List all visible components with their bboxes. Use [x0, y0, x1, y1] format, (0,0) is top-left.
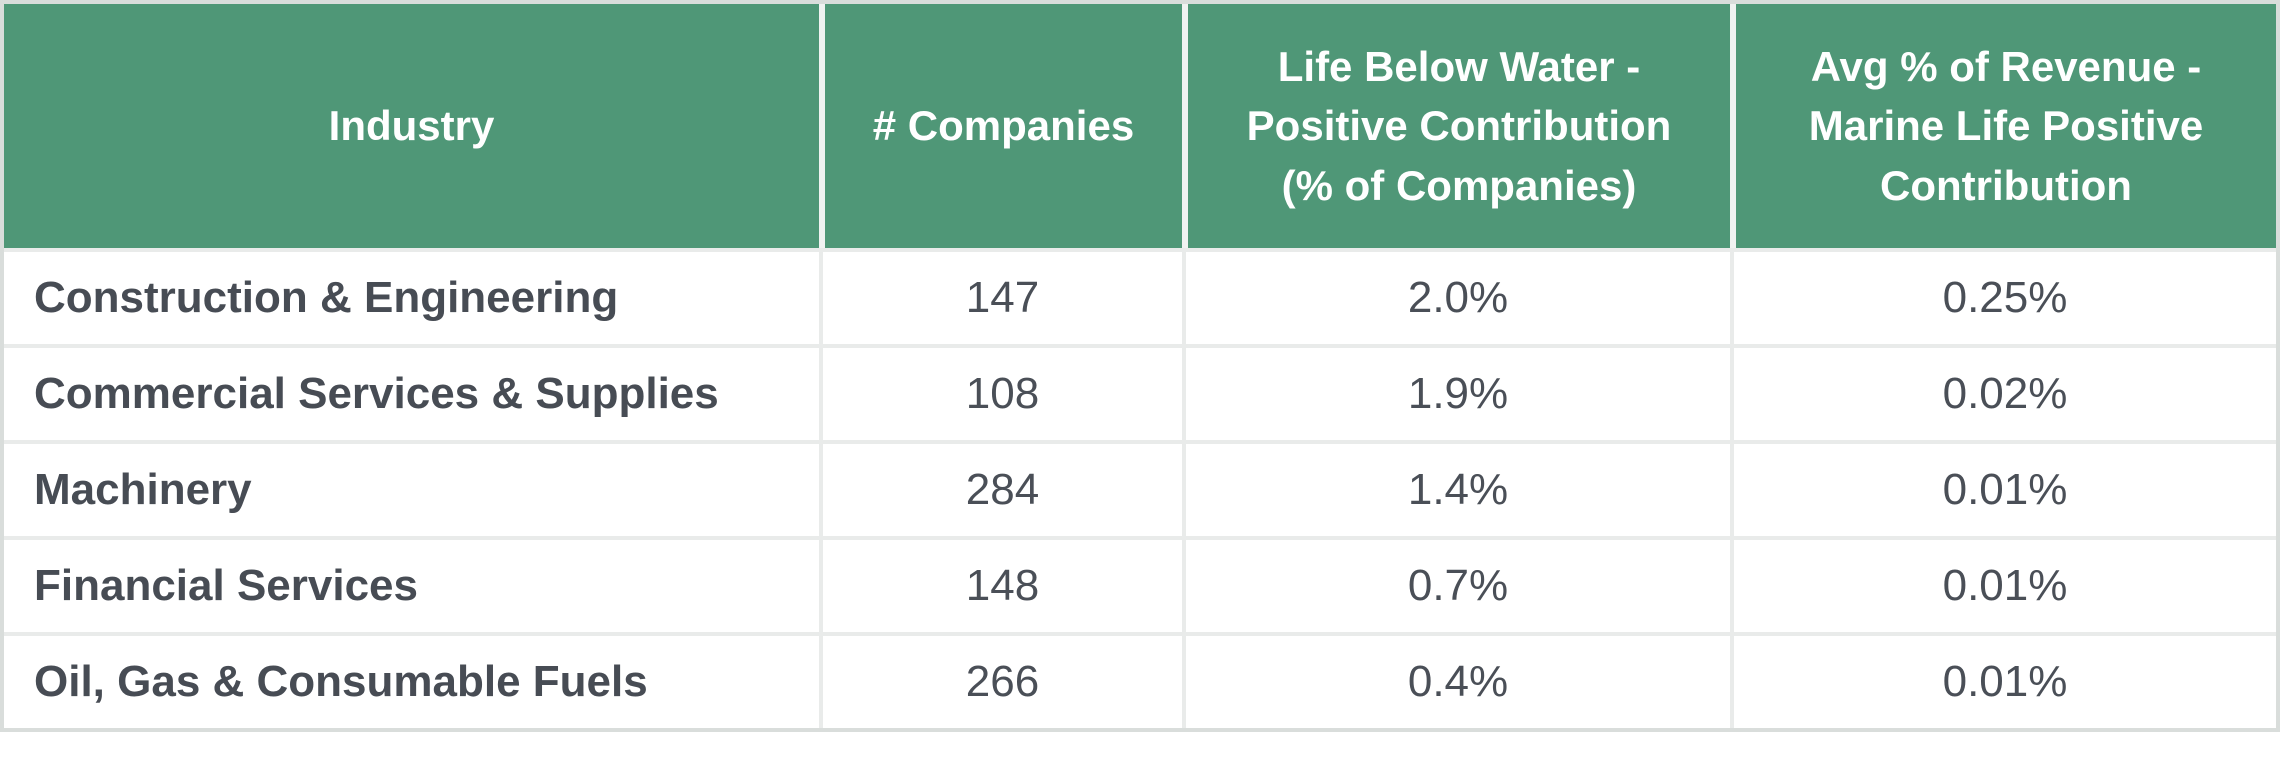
cell-companies: 284: [819, 440, 1182, 536]
cell-lbw-positive: 0.4%: [1182, 632, 1730, 728]
cell-avg-revenue: 0.25%: [1730, 248, 2276, 344]
industry-marine-contribution-table-wrap: Industry # Companies Life Below Water - …: [0, 0, 2280, 732]
cell-avg-revenue: 0.01%: [1730, 632, 2276, 728]
cell-industry: Machinery: [4, 440, 819, 536]
cell-avg-revenue: 0.02%: [1730, 344, 2276, 440]
table-header-row: Industry # Companies Life Below Water - …: [4, 4, 2276, 248]
table-row: Oil, Gas & Consumable Fuels 266 0.4% 0.0…: [4, 632, 2276, 728]
cell-industry: Construction & Engineering: [4, 248, 819, 344]
cell-avg-revenue: 0.01%: [1730, 440, 2276, 536]
table-row: Construction & Engineering 147 2.0% 0.25…: [4, 248, 2276, 344]
cell-industry: Financial Services: [4, 536, 819, 632]
cell-companies: 148: [819, 536, 1182, 632]
table-row: Financial Services 148 0.7% 0.01%: [4, 536, 2276, 632]
cell-companies: 266: [819, 632, 1182, 728]
cell-companies: 108: [819, 344, 1182, 440]
cell-industry: Commercial Services & Supplies: [4, 344, 819, 440]
cell-avg-revenue: 0.01%: [1730, 536, 2276, 632]
cell-lbw-positive: 1.9%: [1182, 344, 1730, 440]
table-row: Commercial Services & Supplies 108 1.9% …: [4, 344, 2276, 440]
cell-companies: 147: [819, 248, 1182, 344]
column-header-avg-revenue: Avg % of Revenue - Marine Life Positive …: [1730, 4, 2276, 248]
cell-lbw-positive: 2.0%: [1182, 248, 1730, 344]
cell-lbw-positive: 0.7%: [1182, 536, 1730, 632]
cell-lbw-positive: 1.4%: [1182, 440, 1730, 536]
column-header-companies: # Companies: [819, 4, 1182, 248]
column-header-life-below-water: Life Below Water - Positive Contribution…: [1182, 4, 1730, 248]
column-header-industry: Industry: [4, 4, 819, 248]
table-row: Machinery 284 1.4% 0.01%: [4, 440, 2276, 536]
industry-marine-contribution-table: Industry # Companies Life Below Water - …: [0, 0, 2280, 732]
cell-industry: Oil, Gas & Consumable Fuels: [4, 632, 819, 728]
